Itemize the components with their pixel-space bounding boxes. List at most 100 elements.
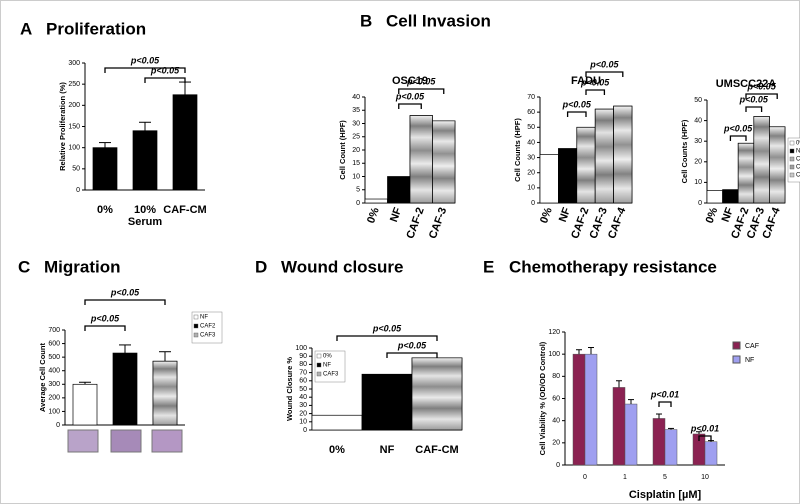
panel-title: Proliferation [46,19,146,38]
y-tick-label: 15 [352,160,360,167]
x-tick-label: NF [380,444,395,456]
y-tick-label: 30 [299,402,307,409]
legend-swatch [789,156,795,162]
y-tick-label: 100 [68,145,80,152]
x-tick-label: 0% [97,204,113,216]
y-tick-label: 0 [56,422,60,429]
legend-label: CAF2 [200,324,216,330]
significance-bracket [729,135,747,141]
bar-shading [769,126,786,204]
significance-bracket [144,77,186,83]
significance-label: p<0.05 [395,91,425,101]
significance-bracket [398,88,445,94]
y-tick-label: 25 [352,134,360,141]
significance-label: p<0.05 [723,123,753,133]
x-tick-label: NF [557,206,573,224]
significance-bracket [386,352,438,358]
legend-label: NF [796,149,800,155]
bar-shading [432,120,456,204]
y-tick-label: 10 [352,173,360,180]
legend-label: CAF4 [796,173,800,179]
legend-swatch [732,341,741,350]
significance-label: p<0.05 [562,99,592,109]
y-axis-label: Wound Closure % [285,357,294,421]
legend-label: NF [200,315,208,321]
x-tick-label: 1 [623,474,627,481]
y-tick-label: 30 [352,120,360,127]
significance-label: p<0.05 [406,76,436,86]
y-tick-label: 40 [299,394,307,401]
bar [652,418,666,466]
legend-label: 0% [323,354,332,360]
legend-label: NF [745,357,754,364]
y-tick-label: 100 [548,351,560,358]
x-tick-label: CAF-CM [415,444,458,456]
y-axis-label: Cell Counts (HPF) [513,118,522,182]
significance-label: p<0.05 [150,65,180,75]
legend-label: CAF3 [323,372,339,378]
significance-bracket [336,335,438,341]
panel-letter: D [255,257,267,276]
significance-label: p<0.05 [397,340,427,350]
bar [364,198,388,204]
significance-label: p<0.05 [739,94,769,104]
significance-label: p<0.05 [130,55,160,65]
bar-shading [576,126,596,204]
y-tick-label: 60 [552,395,560,402]
x-tick-label: NF [388,206,404,224]
y-axis-label: Cell Viability % (OD/OD Control) [538,341,547,455]
legend-swatch [316,353,322,359]
bar [72,383,98,426]
legend-swatch [789,148,795,154]
x-axis-label: Serum [128,216,162,228]
bar-shading [152,360,178,426]
y-tick-label: 40 [352,94,360,101]
y-tick-label: 40 [527,139,535,146]
legend-swatch [316,371,322,377]
y-tick-label: 30 [527,154,535,161]
significance-label: p<0.05 [589,59,619,69]
bar [132,130,158,191]
significance-label: p<0.05 [580,77,610,87]
x-tick-label: NF [720,206,736,224]
y-tick-label: 50 [72,166,80,173]
legend-swatch [316,362,322,368]
chart-title: FADU [571,75,601,87]
y-tick-label: 70 [527,94,535,101]
legend-label: CAF2 [796,157,800,163]
bar [387,176,411,204]
y-tick-label: 0 [698,200,702,207]
y-tick-label: 60 [299,378,307,385]
significance-bracket [745,93,778,99]
x-tick-label: CAF-3 [427,206,449,241]
x-tick-label: 0% [329,444,345,456]
panel-title: Wound closure [281,257,403,276]
legend-label: CAF3 [200,333,216,339]
legend-swatch [193,323,199,329]
y-tick-label: 20 [552,440,560,447]
legend-swatch [193,332,199,338]
x-tick-label: CAF-CM [163,204,206,216]
x-tick-label: 0% [704,206,721,225]
legend-swatch [732,355,741,364]
y-tick-label: 50 [527,124,535,131]
panel-title: Chemotherapy resistance [509,257,717,276]
y-tick-label: 20 [694,159,702,166]
bar-shading [613,105,633,204]
y-tick-label: 600 [48,340,60,347]
y-tick-label: 30 [694,138,702,145]
y-tick-label: 0 [76,187,80,194]
bar-shading [594,108,614,204]
x-tick-label: 5 [663,474,667,481]
significance-bracket [104,67,186,73]
y-tick-label: 10 [694,179,702,186]
panel-letter: B [360,11,372,30]
significance-bracket [585,89,606,95]
significance-bracket [566,111,587,117]
thumbnails [67,429,183,453]
bar-shading [411,357,463,431]
y-tick-label: 500 [48,354,60,361]
y-tick-label: 400 [48,368,60,375]
legend-swatch [193,314,199,320]
